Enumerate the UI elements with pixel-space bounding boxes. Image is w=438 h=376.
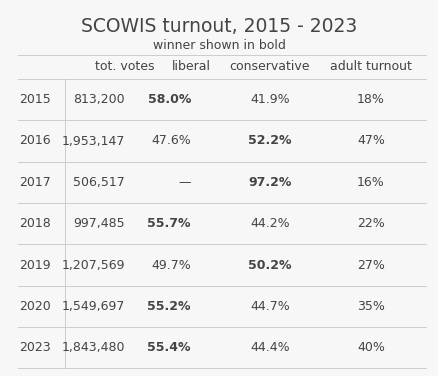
Text: 997,485: 997,485 xyxy=(73,217,125,230)
Text: 50.2%: 50.2% xyxy=(247,259,291,271)
Text: 2019: 2019 xyxy=(19,259,51,271)
Text: winner shown in bold: winner shown in bold xyxy=(153,39,285,52)
Text: 49.7%: 49.7% xyxy=(151,259,191,271)
Text: 1,549,697: 1,549,697 xyxy=(62,300,125,313)
Text: 2018: 2018 xyxy=(19,217,51,230)
Text: SCOWIS turnout, 2015 - 2023: SCOWIS turnout, 2015 - 2023 xyxy=(81,17,357,36)
Text: 16%: 16% xyxy=(356,176,384,189)
Text: 97.2%: 97.2% xyxy=(248,176,291,189)
Text: 2020: 2020 xyxy=(19,300,51,313)
Text: 35%: 35% xyxy=(356,300,384,313)
Text: 1,207,569: 1,207,569 xyxy=(61,259,125,271)
Text: 506,517: 506,517 xyxy=(73,176,125,189)
Text: 1,843,480: 1,843,480 xyxy=(61,341,125,354)
Text: liberal: liberal xyxy=(171,60,210,73)
Text: adult turnout: adult turnout xyxy=(329,60,411,73)
Text: 813,200: 813,200 xyxy=(73,93,125,106)
Text: 55.7%: 55.7% xyxy=(147,217,191,230)
Text: tot. votes: tot. votes xyxy=(95,60,155,73)
Text: 44.7%: 44.7% xyxy=(250,300,289,313)
Text: conservative: conservative xyxy=(229,60,310,73)
Text: 58.0%: 58.0% xyxy=(147,93,191,106)
Text: 27%: 27% xyxy=(356,259,384,271)
Text: 44.4%: 44.4% xyxy=(250,341,289,354)
Text: 2016: 2016 xyxy=(19,135,51,147)
Text: 2023: 2023 xyxy=(19,341,51,354)
Text: 18%: 18% xyxy=(356,93,384,106)
Text: 2015: 2015 xyxy=(19,93,51,106)
Text: 55.4%: 55.4% xyxy=(147,341,191,354)
Text: 40%: 40% xyxy=(356,341,384,354)
Text: —: — xyxy=(178,176,191,189)
Text: 44.2%: 44.2% xyxy=(250,217,289,230)
Text: 55.2%: 55.2% xyxy=(147,300,191,313)
Text: 22%: 22% xyxy=(356,217,384,230)
Text: 52.2%: 52.2% xyxy=(247,135,291,147)
Text: 41.9%: 41.9% xyxy=(250,93,289,106)
Text: 47.6%: 47.6% xyxy=(151,135,191,147)
Text: 2017: 2017 xyxy=(19,176,51,189)
Text: 47%: 47% xyxy=(356,135,384,147)
Text: 1,953,147: 1,953,147 xyxy=(62,135,125,147)
